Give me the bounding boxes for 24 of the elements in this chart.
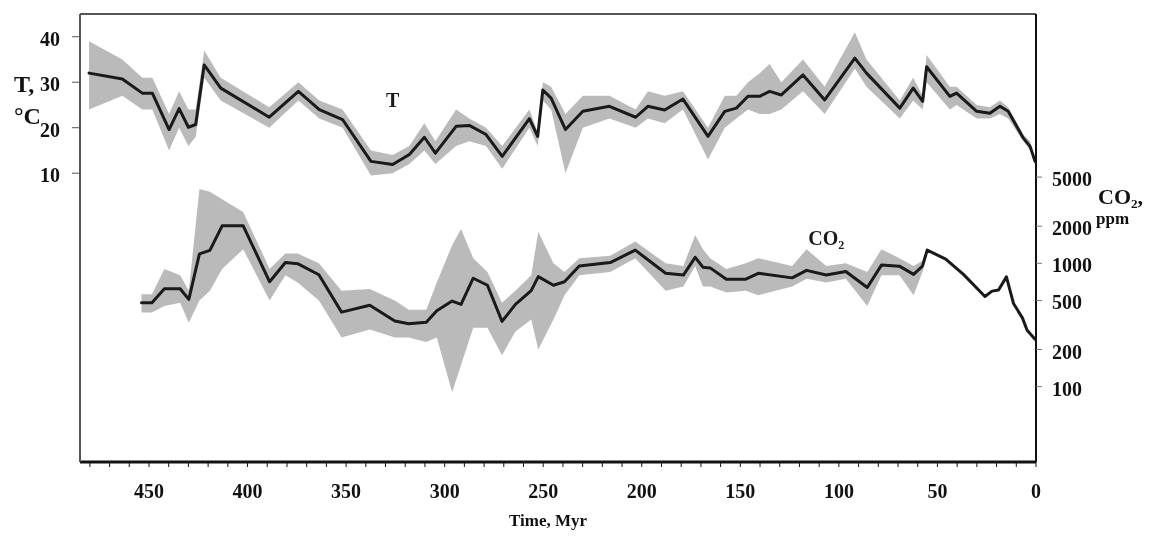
x-tick-label: 450 bbox=[133, 480, 164, 502]
y-tick-label: 20 bbox=[40, 118, 60, 141]
x-tick-label: 150 bbox=[725, 480, 756, 502]
x-tick-label: 50 bbox=[927, 480, 948, 502]
x-tick-label: 100 bbox=[823, 480, 854, 502]
series-label: T bbox=[385, 88, 400, 111]
y-tick-label: 30 bbox=[40, 73, 60, 96]
y2-tick-label: 2000 bbox=[1052, 217, 1092, 240]
y-tick-label: 40 bbox=[40, 27, 60, 50]
y2-tick-label: 500 bbox=[1052, 291, 1082, 314]
y2-tick-label: 5000 bbox=[1052, 168, 1092, 191]
x-tick-label: 250 bbox=[528, 480, 559, 502]
x-tick-label: 300 bbox=[429, 480, 460, 502]
y-tick-label: 10 bbox=[40, 164, 60, 187]
x-tick-label: 400 bbox=[232, 480, 263, 502]
y-axis-title: T, °C bbox=[14, 71, 41, 129]
y2-tick-label: 100 bbox=[1052, 377, 1082, 400]
x-axis-title: Time, Myr bbox=[508, 511, 588, 530]
x-tick-label: 200 bbox=[626, 480, 657, 502]
x-tick-label: 350 bbox=[331, 480, 362, 502]
y2-tick-label: 200 bbox=[1052, 340, 1082, 363]
series-label: CO₂ bbox=[808, 227, 845, 250]
x-tick-label: 0 bbox=[1031, 480, 1041, 502]
y2-tick-label: 1000 bbox=[1052, 254, 1092, 277]
